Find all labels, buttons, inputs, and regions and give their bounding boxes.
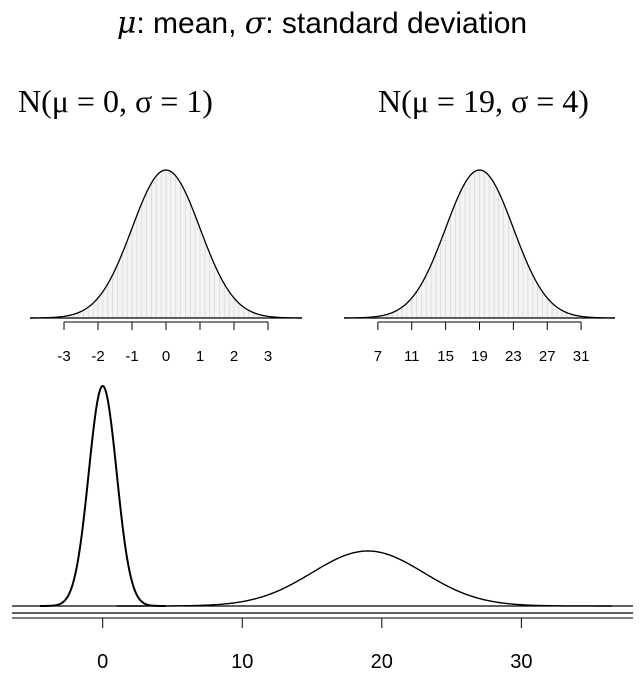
tick-label: -2 bbox=[91, 348, 104, 365]
density-curve-right bbox=[343, 169, 616, 319]
tick-label: 19 bbox=[471, 348, 488, 365]
tick-label: 3 bbox=[264, 348, 272, 365]
density-line-2 bbox=[116, 550, 613, 607]
density-line-1 bbox=[39, 384, 166, 607]
x-axis-left: -3 -2 -1 0 1 2 3 bbox=[57, 321, 272, 365]
tick-label: -3 bbox=[57, 348, 70, 365]
tick-label: 30 bbox=[510, 651, 532, 673]
mu-symbol: μ bbox=[117, 6, 137, 41]
density-line bbox=[343, 169, 616, 319]
tick-label: 27 bbox=[539, 348, 556, 365]
density-line bbox=[29, 169, 303, 319]
shaded-area-right bbox=[344, 170, 615, 318]
panel-normal-19-4: N(μ = 19, σ = 4) 7 11 15 19 23 27 31 bbox=[343, 83, 616, 365]
baseline-bottom bbox=[12, 605, 633, 614]
tick-label: 20 bbox=[371, 651, 393, 673]
tick-label: 15 bbox=[437, 348, 454, 365]
density-curve-left bbox=[29, 169, 303, 319]
density-curves-bottom bbox=[39, 384, 613, 607]
mu-description: : mean, bbox=[136, 7, 244, 40]
x-axis-bottom: 0 10 20 30 bbox=[12, 617, 633, 673]
panel-title-right: N(μ = 19, σ = 4) bbox=[378, 83, 589, 119]
figure-title: μ: mean, σ: standard deviation bbox=[117, 6, 527, 41]
tick-label: 2 bbox=[230, 348, 238, 365]
x-axis-right: 7 11 15 19 23 27 31 bbox=[374, 321, 590, 365]
tick-label: 7 bbox=[374, 348, 382, 365]
shaded-area-left bbox=[30, 170, 302, 318]
tick-label: 31 bbox=[573, 348, 590, 365]
panel-title-left: N(μ = 0, σ = 1) bbox=[18, 83, 213, 119]
panel-common-scale: 0 10 20 30 bbox=[12, 384, 633, 673]
tick-label: 0 bbox=[162, 348, 170, 365]
sigma-description: : standard deviation bbox=[265, 7, 527, 40]
tick-label: 10 bbox=[231, 651, 253, 673]
tick-label: 11 bbox=[404, 348, 420, 365]
tick-label: 1 bbox=[196, 348, 204, 365]
sigma-symbol: σ bbox=[245, 6, 267, 41]
panel-standard-normal: N(μ = 0, σ = 1) -3 -2 -1 0 1 2 3 bbox=[18, 83, 303, 365]
tick-label: 23 bbox=[505, 348, 522, 365]
tick-label: -1 bbox=[125, 348, 138, 365]
tick-label: 0 bbox=[97, 651, 108, 673]
